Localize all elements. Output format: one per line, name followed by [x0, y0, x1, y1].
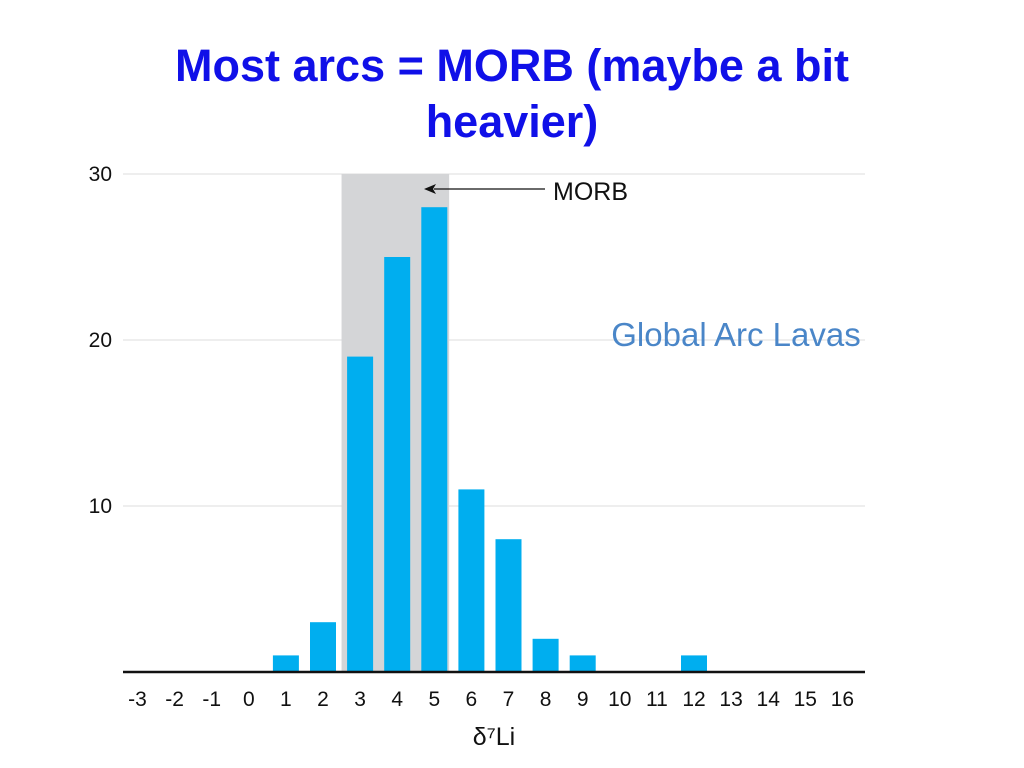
bar: [347, 356, 374, 672]
x-tick-label: 14: [757, 688, 781, 711]
bar: [532, 638, 559, 672]
y-tick-label: 20: [89, 329, 112, 352]
bars: [272, 207, 707, 672]
x-tick-label: 13: [719, 688, 742, 711]
gridlines: [123, 173, 865, 507]
x-tick-label: 9: [577, 688, 589, 711]
bar: [272, 655, 299, 672]
x-tick-label: -2: [165, 688, 184, 711]
x-tick-label: 5: [428, 688, 440, 711]
x-tick-label: 4: [391, 688, 403, 711]
x-tick-label: 8: [540, 688, 552, 711]
bar: [569, 655, 596, 672]
x-tick-label: 6: [466, 688, 478, 711]
morb-arrow-head: [424, 184, 436, 194]
slide-title-line-2: heavier): [425, 96, 599, 147]
chart-subtitle: Global Arc Lavas: [611, 316, 860, 353]
bar: [458, 489, 485, 672]
x-tick-label: -3: [128, 688, 147, 711]
x-tick-label: 11: [646, 688, 668, 711]
y-tick-label: 30: [89, 163, 112, 186]
x-tick-label: 1: [280, 688, 292, 711]
slide-title: Most arcs = MORB (maybe a bit heavier): [0, 38, 1024, 150]
x-tick-label: 2: [317, 688, 329, 711]
bar: [384, 257, 411, 672]
slide-title-line-1: Most arcs = MORB (maybe a bit: [175, 40, 849, 91]
x-tick-label: -1: [202, 688, 221, 711]
x-tick-label: 7: [503, 688, 515, 711]
x-tick-label: 12: [682, 688, 705, 711]
morb-label: MORB: [553, 178, 628, 206]
x-tick-label: 15: [794, 688, 817, 711]
bar: [421, 207, 448, 672]
bar: [681, 655, 707, 672]
x-tick-label: 10: [608, 688, 631, 711]
x-tick-label: 16: [831, 688, 854, 711]
y-tick-labels: 10 20 30: [89, 163, 112, 518]
x-tick-labels: -3 -2 -1 0 1 2 3 4 5 6 7 8 9 10 11 12 13 14 15 16: [128, 688, 854, 711]
bar: [495, 539, 522, 672]
morb-annotation: MORB: [424, 178, 628, 206]
x-axis-label: δ⁷Li: [473, 723, 515, 751]
x-tick-label: 0: [243, 688, 255, 711]
bar: [310, 622, 336, 672]
x-tick-label: 3: [354, 688, 366, 711]
y-tick-label: 10: [89, 495, 112, 518]
